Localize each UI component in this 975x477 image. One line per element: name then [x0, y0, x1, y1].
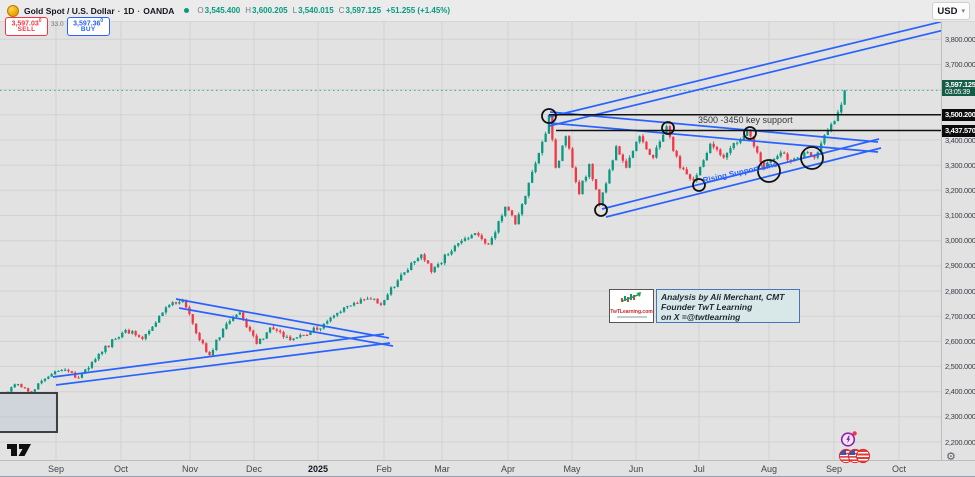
current-price-value: 3,597.125: [945, 80, 975, 90]
price-axis-label: 2,900.000: [945, 261, 975, 271]
time-axis-label: 2025: [307, 464, 329, 474]
price-axis-label: 3,100.000: [945, 211, 975, 220]
spread-value: 33.0: [51, 21, 64, 28]
level-price-badge: 3,500.200: [942, 108, 975, 121]
currency-label: USD: [937, 5, 958, 17]
symbol-title[interactable]: Gold Spot / U.S. Dollar: [24, 5, 115, 16]
analysis-text-box[interactable]: Analysis by Ali Merchant, CMT Founder Tw…: [656, 289, 800, 323]
high-label: H: [245, 6, 252, 15]
logo-site-text: TwTLearning.com: [610, 309, 653, 315]
time-axis-label: Oct: [891, 464, 907, 474]
trade-panel: 3,597.030 SELL 33.0 3,597.360 BUY: [5, 17, 110, 36]
economic-events-flags-icon[interactable]: [838, 448, 872, 464]
logo-tagline-bar: [616, 316, 647, 318]
price-axis-label: 3,300.000: [945, 160, 975, 170]
high-value: 3,600.205: [252, 6, 288, 15]
sell-price-sup: 0: [38, 17, 42, 24]
time-axis-label: Sep: [47, 464, 65, 474]
analysis-line-3: on X =@twtlearning: [661, 312, 741, 323]
notification-dot-icon: [852, 431, 857, 436]
buy-price: 3,597.36: [73, 20, 101, 28]
bar-countdown: 03:05:39: [945, 89, 970, 97]
analysis-line-2: Founder TwT Learning: [661, 302, 753, 313]
exchange-label[interactable]: OANDA: [143, 5, 175, 16]
price-axis-label: 3,400.000: [945, 135, 975, 145]
price-axis-label: 2,300.000: [945, 412, 975, 422]
open-value: 3,545.400: [204, 6, 241, 15]
price-axis-label: 3,200.000: [945, 185, 975, 195]
time-axis-label: Mar: [434, 464, 450, 474]
time-axis-label: Sep: [825, 464, 843, 474]
buy-label: BUY: [80, 26, 96, 34]
sell-button[interactable]: 3,597.030 SELL: [5, 17, 48, 36]
gold-coin-icon: [7, 4, 19, 17]
time-axis-label: May: [563, 464, 581, 474]
price-axis-label: 2,400.000: [945, 387, 975, 397]
tradingview-logo[interactable]: [6, 441, 32, 459]
twtlearning-logo: TwTLearning.com: [609, 289, 654, 323]
price-axis-label: 2,700.000: [945, 311, 975, 321]
market-open-dot-icon: [184, 8, 190, 13]
candlestick-chart[interactable]: [0, 0, 941, 460]
key-support-annotation[interactable]: 3500 -3450 key support: [698, 115, 793, 125]
flash-events-icon[interactable]: [840, 430, 858, 448]
settings-gear-icon[interactable]: ⚙: [946, 451, 956, 463]
price-axis-label: 2,200.000: [945, 437, 975, 447]
level-price-badge: 3,437.570: [942, 124, 975, 137]
price-axis-label: 2,800.000: [945, 286, 975, 296]
sell-label: SELL: [17, 26, 36, 34]
time-axis-label: Jul: [693, 464, 705, 474]
low-label: L: [292, 6, 298, 15]
time-axis-label: Nov: [181, 464, 199, 474]
time-axis-label: Aug: [760, 464, 778, 474]
buy-button[interactable]: 3,597.360 BUY: [66, 17, 110, 36]
close-label: C: [338, 6, 345, 15]
time-axis-label: Jun: [628, 464, 644, 474]
price-axis-label: 3,700.000: [945, 59, 975, 69]
buy-price-sup: 0: [100, 17, 104, 24]
time-axis-label: Feb: [376, 464, 392, 474]
interval-button[interactable]: 1D: [123, 5, 135, 16]
low-value: 3,540.015: [298, 6, 334, 15]
time-axis-label: Oct: [113, 464, 129, 474]
current-price-badge: 3,597.125 03:05:39: [942, 80, 975, 97]
price-axis-label: 2,500.000: [945, 362, 975, 372]
close-value: 3,597.125: [345, 6, 382, 15]
symbol-toolbar: Gold Spot / U.S. Dollar · 1D · OANDA O 3…: [0, 0, 975, 22]
price-axis-label: 2,600.000: [945, 336, 975, 346]
ohlc-readout: O 3,545.400 H 3,600.205 L 3,540.015 C 3,…: [197, 6, 450, 15]
logo-chart-icon: [620, 292, 641, 302]
time-axis-label: Apr: [500, 464, 516, 474]
currency-selector[interactable]: USD ▾: [932, 2, 970, 20]
separator-dot: ·: [117, 5, 121, 16]
analysis-line-1: Analysis by Ali Merchant, CMT: [661, 292, 785, 302]
time-axis[interactable]: Sep Oct Nov Dec 2025 Feb Mar Apr May Jun Jul Aug Sep…: [0, 460, 975, 477]
sell-price: 3,597.03: [11, 20, 39, 28]
separator-dot: ·: [137, 5, 141, 16]
time-axis-label: Dec: [245, 464, 263, 474]
price-axis-label: 3,800.000: [945, 34, 975, 44]
open-label: O: [197, 6, 204, 15]
price-axis-label: 3,000.000: [945, 236, 975, 246]
price-axis[interactable]: 3,597.125 03:05:39 3,500.200 3,437.570 3…: [941, 0, 975, 460]
change-value: +51.255 (+1.45%): [386, 6, 451, 15]
chevron-down-icon: ▾: [961, 8, 965, 15]
